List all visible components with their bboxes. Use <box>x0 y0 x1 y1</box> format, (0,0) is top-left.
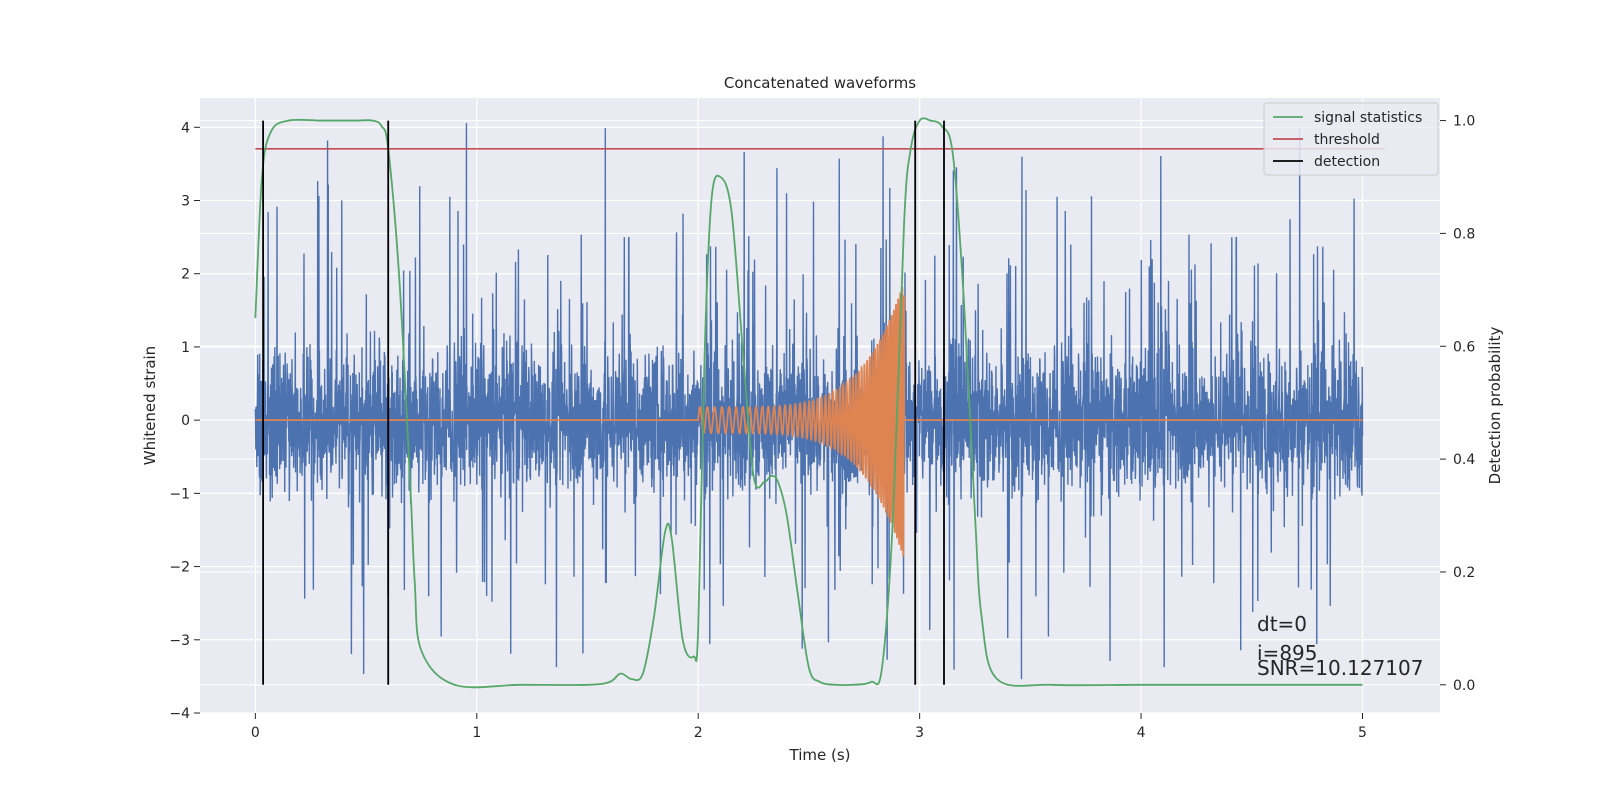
y-axis-label: Whitened strain <box>141 346 159 465</box>
legend-frame <box>1263 102 1439 176</box>
y-tick-label: −3 <box>169 633 190 649</box>
x-tick-label: 0 <box>251 725 260 741</box>
legend-label: signal statistics <box>1314 110 1422 126</box>
legend-label: detection <box>1314 154 1380 170</box>
x-axis-label: Time (s) <box>789 746 851 764</box>
y-right-tick-label: 0.0 <box>1453 678 1475 694</box>
y-tick-label: 0 <box>181 413 190 429</box>
y-right-tick-label: 0.4 <box>1453 452 1475 468</box>
x-tick-label: 4 <box>1137 725 1146 741</box>
injection-series <box>255 286 1363 557</box>
y-right-tick-label: 0.2 <box>1453 565 1475 581</box>
y-tick-label: 2 <box>181 267 190 283</box>
chart-title: Concatenated waveforms <box>724 74 916 92</box>
x-tick-label: 2 <box>694 725 703 741</box>
plot-area: −4 −3 −2 −1 0 1 2 3 4 0 1 2 3 4 5 0.0 0.2 0.4 0.6 0.8 1.0 Con… <box>141 74 1504 764</box>
y-tick-label: −1 <box>169 486 190 502</box>
y-tick-label: 1 <box>181 340 190 356</box>
y-right-axis-label: Detection probability <box>1486 327 1504 485</box>
y-tick-label: 3 <box>181 194 190 210</box>
y-tick-label: −2 <box>169 560 190 576</box>
legend: signal statistics threshold detection <box>1263 102 1439 176</box>
annotation-text: dt=0 <box>1257 612 1307 636</box>
legend-label: threshold <box>1314 132 1380 148</box>
x-tick-label: 5 <box>1358 725 1367 741</box>
y-tick-label: 4 <box>181 120 190 136</box>
x-tick-label: 3 <box>915 725 924 741</box>
annotation-text: i=895 <box>1257 641 1318 665</box>
y-right-tick-label: 1.0 <box>1453 114 1475 130</box>
y-tick-label: −4 <box>169 706 190 722</box>
annotation-text: SNR=10.127107 <box>1257 656 1423 680</box>
y-right-tick-label: 0.6 <box>1453 339 1475 355</box>
signal-statistics-series <box>254 117 1363 689</box>
strain-series <box>254 123 1364 680</box>
y-right-tick-label: 0.8 <box>1453 226 1475 242</box>
x-tick-label: 1 <box>472 725 481 741</box>
